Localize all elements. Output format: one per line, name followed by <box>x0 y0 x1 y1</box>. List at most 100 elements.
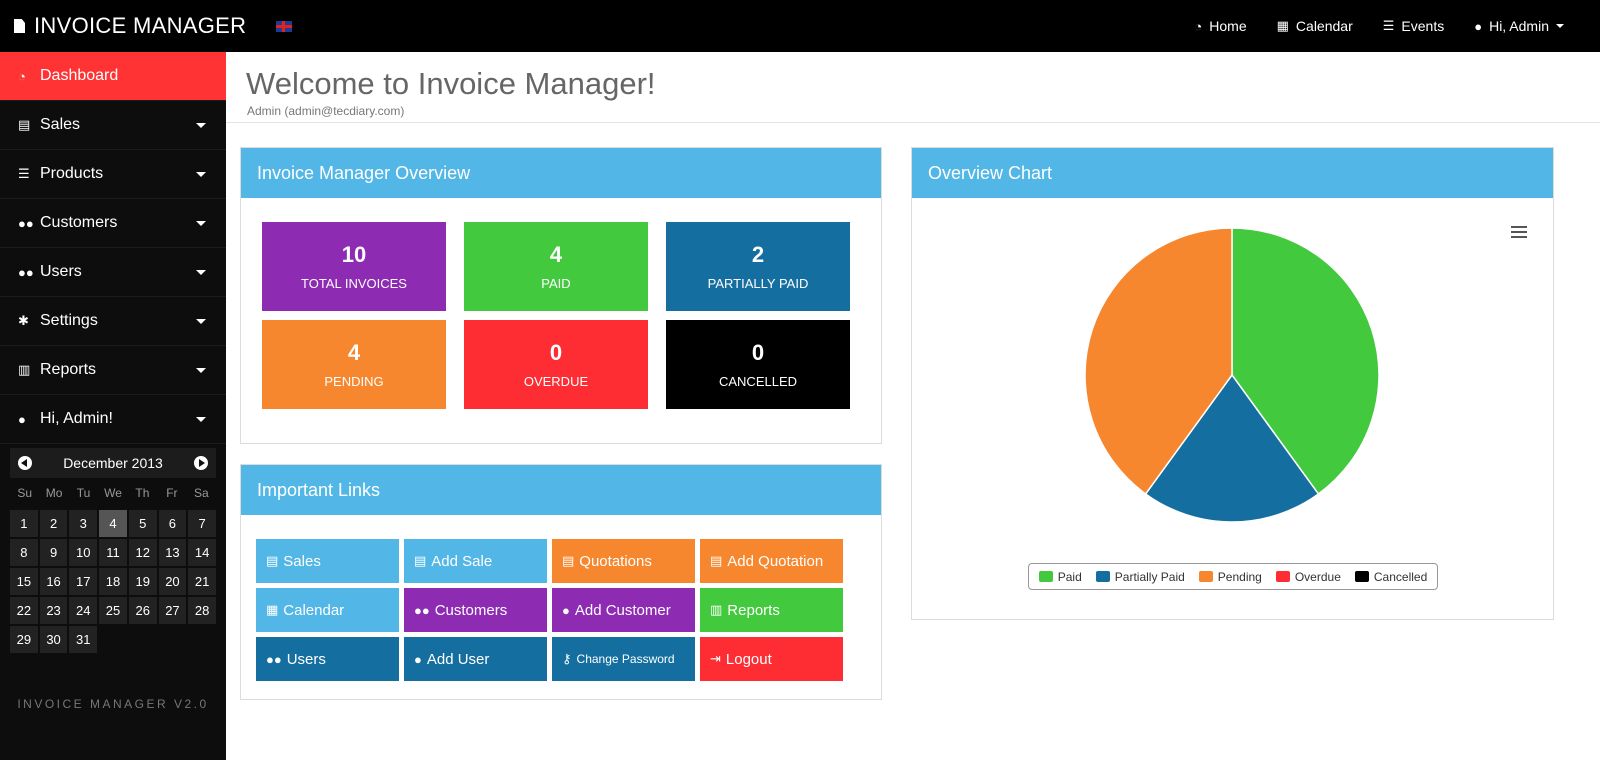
pie-slice-paid[interactable] <box>1231 227 1380 495</box>
mini-calendar: December 2013 Su Mo Tu We Th Fr Sa 1 2 3 4 5 6 7 8 9 10… <box>10 448 216 653</box>
legend-label: Partially Paid <box>1114 569 1185 584</box>
chevron-right-icon[interactable] <box>194 456 208 470</box>
chart-menu-icon[interactable] <box>1511 226 1527 238</box>
stat-value: 4 <box>347 340 361 365</box>
stat-value: 4 <box>549 242 563 267</box>
chevron-left-icon[interactable] <box>18 456 32 470</box>
calendar-day[interactable]: 18 <box>99 568 127 595</box>
stat-tile-partially-paid: 2 PARTIALLY PAID <box>666 222 850 311</box>
legend-item-pending[interactable]: Pending <box>1198 570 1262 584</box>
calendar-day[interactable]: 21 <box>188 568 216 595</box>
calendar-day[interactable]: 31 <box>69 626 98 653</box>
calendar-day[interactable]: 13 <box>158 539 187 566</box>
nav-events[interactable]: ☰ Events <box>1383 18 1444 34</box>
calendar-day[interactable]: 2 <box>39 510 68 537</box>
link-label: Add User <box>426 650 490 668</box>
link-label: Add Customer <box>574 601 671 619</box>
caret-down-icon <box>196 270 206 275</box>
brand[interactable]: INVOICE MANAGER <box>0 13 246 39</box>
caret-down-icon <box>196 172 206 177</box>
link-label: Users <box>286 650 326 668</box>
link-add-customer[interactable]: ● Add Customer <box>552 588 695 632</box>
legend-item-paid[interactable]: Paid <box>1038 569 1082 584</box>
overview-panel: Invoice Manager Overview 10 TOTAL INVOICE… <box>240 147 882 444</box>
calendar-day[interactable]: 26 <box>128 597 157 624</box>
language-flag-icon[interactable] <box>276 20 293 32</box>
nav-calendar[interactable]: ▦ Calendar <box>1277 18 1353 34</box>
pie-slice-pending[interactable] <box>1084 227 1233 495</box>
calendar-day[interactable]: 19 <box>128 568 157 595</box>
link-add-user[interactable]: ● Add User <box>404 637 547 681</box>
list-icon: ☰ <box>18 166 30 181</box>
sidebar-item-reports[interactable]: ▥ Reports <box>0 346 226 395</box>
calendar-day[interactable]: 6 <box>158 510 187 537</box>
calendar-day[interactable]: 5 <box>128 510 157 537</box>
caret-down-icon <box>196 417 206 422</box>
dashboard-icon: ◔ <box>18 68 26 84</box>
nav-user-menu[interactable]: ● Hi, Admin <box>1474 18 1564 34</box>
main-content: Welcome to Invoice Manager! Admin (admin… <box>226 52 1600 760</box>
calendar-day[interactable]: 17 <box>69 568 98 595</box>
link-users[interactable]: ●● Users <box>256 637 399 681</box>
link-calendar[interactable]: ▦ Calendar <box>256 588 399 632</box>
sidebar-item-products[interactable]: ☰ Products <box>0 150 226 199</box>
link-logout[interactable]: ⇥ Logout <box>700 637 843 681</box>
legend-item-overdue[interactable]: Overdue <box>1275 570 1341 584</box>
calendar-day[interactable]: 28 <box>188 597 216 624</box>
legend-item-cancelled[interactable]: Cancelled <box>1354 570 1427 584</box>
calendar-day[interactable]: 10 <box>69 539 98 566</box>
link-customers[interactable]: ●● Customers <box>404 588 547 632</box>
calendar-day[interactable]: 4 <box>99 510 127 537</box>
sidebar-item-user[interactable]: ● Hi, Admin! <box>0 395 226 444</box>
sidebar-item-dashboard[interactable]: ◔ Dashboard <box>0 52 226 101</box>
gear-icon: ✱ <box>18 313 29 328</box>
sidebar-item-users[interactable]: ●● Users <box>0 248 226 297</box>
user-icon: ● <box>414 651 422 667</box>
nav-events-label: Events <box>1401 18 1445 34</box>
app-version: INVOICE MANAGER V2.0 <box>17 697 209 711</box>
nav-user-label: Hi, Admin <box>1489 18 1549 34</box>
calendar-day[interactable]: 12 <box>128 539 157 566</box>
link-change-password[interactable]: ⚷ Change Password <box>552 637 695 681</box>
weekday-label: Sa <box>193 486 209 500</box>
sidebar-item-customers[interactable]: ●● Customers <box>0 199 226 248</box>
sidebar-item-sales[interactable]: ▤ Sales <box>0 101 226 150</box>
link-add-sale[interactable]: ▤ Add Sale <box>404 539 547 583</box>
stat-label: PAID <box>541 276 571 291</box>
calendar-day[interactable]: 1 <box>10 510 38 537</box>
legend-label: Paid <box>1057 569 1082 584</box>
calendar-day[interactable]: 11 <box>99 539 127 566</box>
pie-slice-partially-paid[interactable] <box>1144 373 1320 523</box>
link-sales[interactable]: ▤ Sales <box>256 539 399 583</box>
key-icon: ⚷ <box>562 651 572 666</box>
legend-item-partially-paid[interactable]: Partially Paid <box>1095 569 1185 584</box>
sidebar-item-label: Sales <box>40 116 81 133</box>
link-add-quotation[interactable]: ▤ Add Quotation <box>700 539 843 583</box>
calendar-day[interactable]: 14 <box>188 539 216 566</box>
calendar-day[interactable]: 20 <box>158 568 187 595</box>
calendar-day[interactable]: 23 <box>39 597 68 624</box>
calendar-day[interactable]: 9 <box>39 539 68 566</box>
stat-value: 0 <box>751 340 765 365</box>
calendar-day[interactable]: 16 <box>39 568 68 595</box>
sidebar-item-label: Hi, Admin! <box>40 410 113 427</box>
calendar-day[interactable]: 25 <box>99 597 127 624</box>
sidebar-item-settings[interactable]: ✱ Settings <box>0 297 226 346</box>
calendar-day[interactable]: 27 <box>158 597 187 624</box>
calendar-day[interactable]: 15 <box>10 568 38 595</box>
calendar-day[interactable]: 30 <box>39 626 68 653</box>
user-icon: ● <box>562 602 570 618</box>
bar-chart-icon: ▥ <box>18 362 31 377</box>
calendar-day[interactable]: 7 <box>188 510 216 537</box>
link-label: Calendar <box>283 601 345 619</box>
nav-home[interactable]: ◔ Home <box>1194 18 1246 34</box>
calendar-day[interactable]: 22 <box>10 597 38 624</box>
calendar-day[interactable]: 24 <box>69 597 98 624</box>
calendar-day[interactable]: 3 <box>69 510 98 537</box>
link-reports[interactable]: ▥ Reports <box>700 588 843 632</box>
users-icon: ●● <box>18 215 34 231</box>
link-quotations[interactable]: ▤ Quotations <box>552 539 695 583</box>
legend-swatch <box>1038 571 1053 582</box>
calendar-day[interactable]: 8 <box>10 539 38 566</box>
calendar-day[interactable]: 29 <box>10 626 38 653</box>
